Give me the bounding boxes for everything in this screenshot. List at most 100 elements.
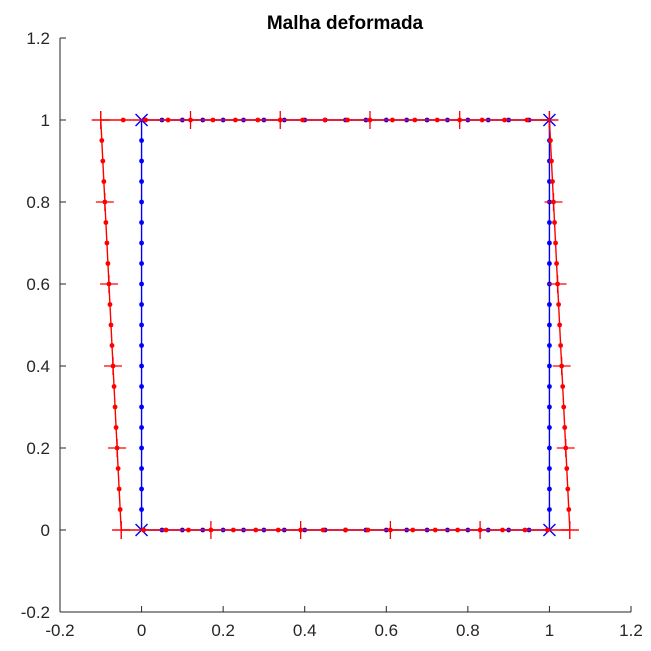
series-node bbox=[558, 343, 564, 348]
series-node bbox=[365, 527, 371, 533]
series-node bbox=[113, 425, 119, 430]
edge-marker bbox=[99, 275, 118, 293]
edge-marker bbox=[104, 357, 123, 375]
series-node bbox=[253, 527, 259, 533]
series-node bbox=[107, 302, 113, 307]
series-node bbox=[139, 445, 144, 451]
series-node bbox=[502, 117, 507, 123]
series-node bbox=[275, 527, 281, 533]
edge-marker bbox=[471, 521, 490, 539]
series-node bbox=[560, 384, 566, 389]
series-node bbox=[139, 199, 144, 205]
series-node bbox=[139, 138, 144, 143]
x-tick-label: 0.4 bbox=[293, 621, 317, 640]
series-node bbox=[300, 117, 306, 123]
y-tick-label: 1.2 bbox=[26, 29, 50, 48]
series-node bbox=[120, 117, 126, 123]
series-node bbox=[99, 138, 105, 143]
series-line bbox=[100, 119, 571, 531]
series-node bbox=[500, 527, 505, 533]
series-node bbox=[117, 507, 123, 512]
series-node bbox=[139, 507, 144, 512]
x-tick-label: 1 bbox=[545, 621, 554, 640]
series-node bbox=[186, 527, 191, 533]
series-node bbox=[561, 404, 567, 410]
edge-marker bbox=[381, 521, 400, 539]
series-node bbox=[139, 240, 144, 246]
edge-marker bbox=[548, 275, 567, 293]
series-layer bbox=[91, 111, 579, 539]
y-tick-label: -0.2 bbox=[21, 603, 50, 622]
edge-marker bbox=[540, 111, 559, 129]
series-node bbox=[548, 138, 553, 143]
series-node bbox=[165, 117, 171, 123]
edge-marker bbox=[552, 357, 571, 375]
series-node bbox=[115, 466, 121, 471]
series-node bbox=[139, 302, 144, 307]
series-node bbox=[109, 343, 115, 348]
edge-marker bbox=[181, 111, 200, 129]
y-tick-label: 0.6 bbox=[26, 275, 50, 294]
series-node bbox=[139, 179, 144, 184]
series-node bbox=[139, 322, 144, 328]
series-node bbox=[139, 281, 144, 287]
series-node bbox=[103, 220, 109, 225]
series-node bbox=[547, 322, 552, 328]
edge-marker bbox=[95, 193, 114, 211]
series-node bbox=[139, 466, 144, 471]
series-node bbox=[522, 527, 528, 533]
series-node bbox=[547, 445, 552, 451]
series-node bbox=[139, 363, 144, 369]
series-node bbox=[141, 527, 147, 533]
series-node bbox=[524, 117, 530, 123]
series-node bbox=[139, 404, 144, 410]
x-tick-label: -0.2 bbox=[45, 621, 74, 640]
series-node bbox=[100, 158, 106, 164]
series-node bbox=[112, 404, 118, 410]
edge-marker bbox=[450, 111, 469, 129]
series-node bbox=[410, 527, 416, 533]
edge-marker bbox=[201, 521, 220, 539]
series-node bbox=[547, 466, 552, 471]
series-node bbox=[547, 384, 552, 389]
series-node bbox=[105, 261, 111, 266]
edge-marker bbox=[360, 111, 379, 129]
series-node bbox=[232, 117, 238, 123]
x-tick-label: 0.8 bbox=[456, 621, 480, 640]
series-node bbox=[101, 179, 107, 184]
series-node bbox=[549, 158, 554, 164]
x-tick-label: 0.6 bbox=[374, 621, 398, 640]
series-node bbox=[320, 527, 326, 533]
edge-marker bbox=[112, 521, 131, 539]
series-node bbox=[104, 240, 110, 246]
axes: -0.2 0 0.2 0.4 0.6 0.8 1 1.2 -0.2 0 0.2 0.4 0.6 0.8 1 1… bbox=[21, 29, 643, 640]
chart-title: Malha deformada bbox=[267, 13, 424, 34]
series-node bbox=[556, 302, 562, 307]
x-tick-label: 0.2 bbox=[211, 621, 235, 640]
series-node bbox=[434, 117, 440, 123]
series-node bbox=[322, 117, 328, 123]
y-tick-label: 0.8 bbox=[26, 193, 50, 212]
series-line bbox=[140, 119, 551, 531]
series-node bbox=[111, 384, 117, 389]
series-node bbox=[550, 179, 555, 184]
edge-marker bbox=[271, 111, 290, 129]
y-tick-label: 1 bbox=[41, 111, 50, 130]
series-node bbox=[345, 117, 350, 123]
edge-marker bbox=[556, 439, 575, 457]
series-node bbox=[230, 527, 236, 533]
series-node bbox=[564, 466, 570, 471]
series-node bbox=[139, 384, 144, 389]
series-node bbox=[139, 425, 144, 430]
series-node bbox=[565, 486, 571, 492]
series-node bbox=[547, 363, 552, 369]
series-node bbox=[547, 302, 552, 307]
series-node bbox=[547, 220, 552, 225]
y-tick-label: 0.4 bbox=[26, 357, 50, 376]
series-1 bbox=[91, 111, 579, 539]
y-tick-label: 0.2 bbox=[26, 439, 50, 458]
series-node bbox=[547, 507, 552, 512]
series-node bbox=[547, 261, 552, 266]
series-node bbox=[455, 527, 461, 533]
